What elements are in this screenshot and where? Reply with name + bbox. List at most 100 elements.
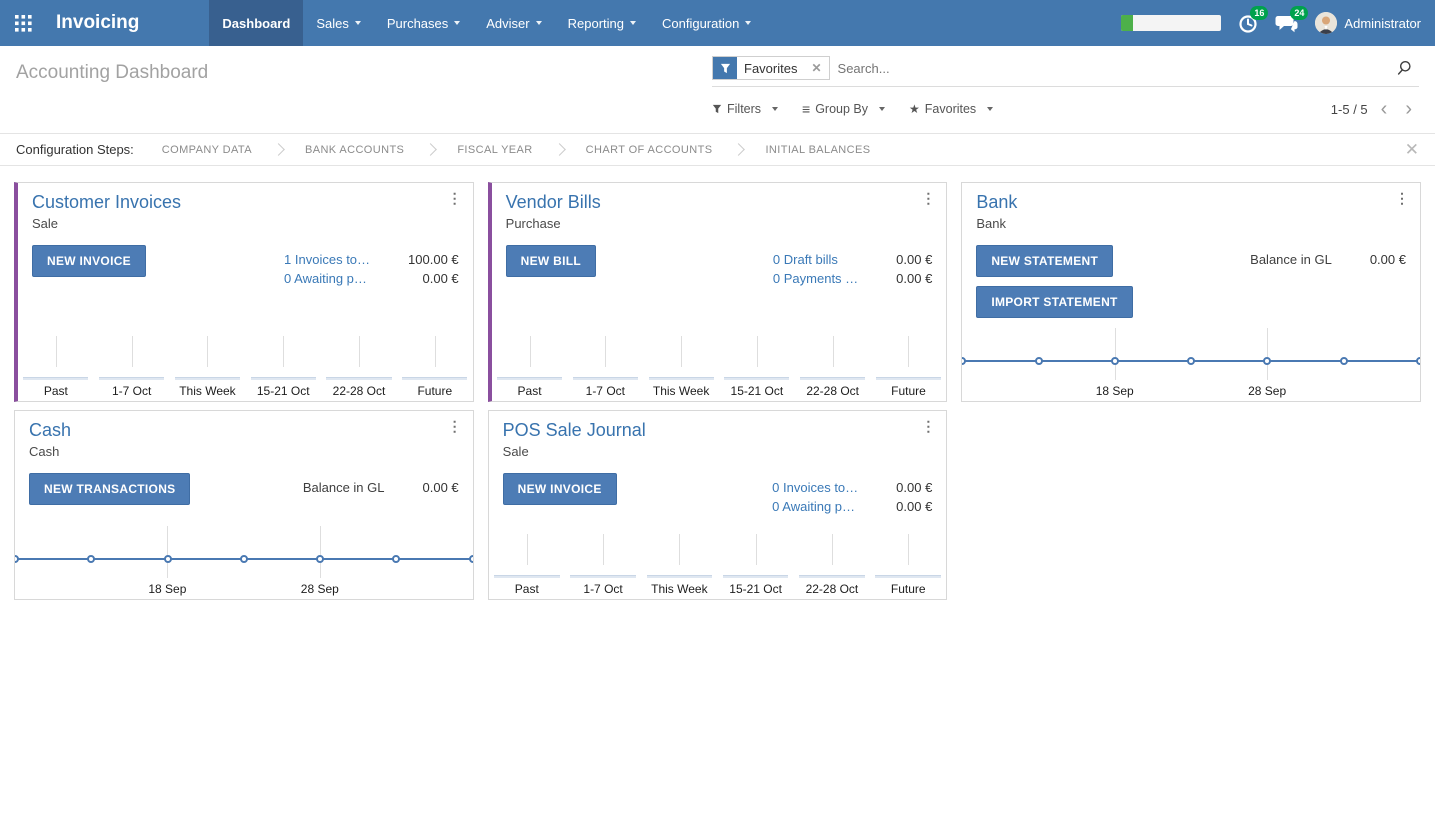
stat-value: 0.00 € [896,252,933,267]
card-title[interactable]: POS Sale Journal [502,420,646,440]
dashboard-card-bank: ⋮ Bank Bank NEW STATEMENT IMPORT STATEMENT Ba… [961,182,1421,402]
grid-tick [603,534,605,565]
data-point-marker [87,555,96,563]
chevron-down-icon [354,21,361,25]
data-point-marker [392,555,401,563]
card-stats: 1 Invoices to… 0 Awaiting p… 100.00 € 0.00 … [284,245,459,288]
grid-tick [207,336,209,367]
new-invoice-button[interactable]: NEW INVOICE [32,245,146,277]
user-menu[interactable]: Administrator [1315,12,1421,34]
configuration-steps-bar: Configuration Steps: COMPANY DATA BANK AC… [0,133,1435,166]
card-title[interactable]: Customer Invoices [32,192,182,212]
axis-tick-label: 18 Sep [148,582,187,596]
app-brand[interactable]: Invoicing [56,12,140,33]
bar-column: Past [492,333,568,401]
pager-previous-icon[interactable]: ‹ [1380,98,1388,120]
search-icon[interactable] [1397,60,1413,76]
bar [326,377,392,380]
grid-tick [359,336,361,367]
menu-item-sales[interactable]: Sales [303,0,374,46]
gridline [319,526,321,578]
bar-column: 22-28 Oct [794,531,870,599]
card-actions: NEW STATEMENT IMPORT STATEMENT Balance in … [962,243,1420,318]
config-step-chart-of-accounts[interactable]: CHART OF ACCOUNTS [585,143,713,156]
gridline [1267,328,1269,380]
new-transactions-button[interactable]: NEW TRANSACTIONS [29,473,191,505]
config-step-fiscal-year[interactable]: FISCAL YEAR [457,143,533,156]
chevron-down-icon [745,21,752,25]
search-bar[interactable]: Favorites ✕ [712,46,1419,87]
search-facet[interactable]: Favorites ✕ [712,56,830,80]
new-statement-button[interactable]: NEW STATEMENT [976,245,1114,277]
stat-link[interactable]: 0 Invoices to… [772,480,859,495]
menu-item-reporting[interactable]: Reporting [555,0,649,46]
new-bill-button[interactable]: NEW BILL [505,245,597,277]
card-title[interactable]: Bank [976,192,1018,212]
data-point-marker [468,555,473,563]
config-step-company-data[interactable]: COMPANY DATA [161,143,252,156]
stat-link[interactable]: 0 Draft bills [772,252,838,267]
group-by-dropdown[interactable]: ≡ Group By [802,101,886,117]
group-by-icon: ≡ [802,101,811,117]
bar [648,377,714,380]
new-invoice-button[interactable]: NEW INVOICE [502,473,617,505]
stat-link[interactable]: 0 Payments … [772,271,859,286]
kebab-menu-icon[interactable]: ⋮ [921,418,936,434]
menu-item-adviser[interactable]: Adviser [473,0,554,46]
pager-next-icon[interactable]: › [1405,98,1412,120]
stat-label: Balance in GL [1250,252,1332,267]
card-subtitle: Sale [502,444,529,459]
stat-link[interactable]: 0 Awaiting p… [772,499,856,514]
axis-tick-label: Future [891,384,926,398]
import-statement-button[interactable]: IMPORT STATEMENT [976,286,1133,318]
kebab-menu-icon[interactable]: ⋮ [921,190,936,206]
axis-tick-label: 15-21 Oct [730,384,784,398]
card-bar-chart: Past 1-7 Oct This Week 15-21 Oct 22-28 Oct Fu… [18,333,473,401]
messages-button[interactable]: 24 [1275,6,1309,34]
stat-link[interactable]: 1 Invoices to… [284,252,371,267]
grid-tick [832,336,834,367]
card-stats: Balance in GL 0.00 € [303,473,459,497]
card-header: POS Sale Journal Sale [489,411,947,471]
card-title[interactable]: Vendor Bills [505,192,601,212]
filters-label: Filters [727,102,762,116]
filters-dropdown[interactable]: Filters [712,102,779,116]
activities-button[interactable]: 16 [1237,6,1269,34]
bar [800,377,866,380]
search-input[interactable] [829,57,1397,79]
config-step-initial-balances[interactable]: INITIAL BALANCES [765,143,871,156]
bar-column: Future [871,333,947,401]
bar-column: 15-21 Oct [718,531,794,599]
stat-value: 0.00 € [896,480,933,495]
card-title[interactable]: Cash [29,420,72,440]
bar-column: 1-7 Oct [565,531,641,599]
bar-column: Future [870,531,946,599]
card-subtitle: Sale [32,216,59,231]
chevron-down-icon [535,21,542,25]
kebab-menu-icon[interactable]: ⋮ [447,418,462,434]
facet-remove-icon[interactable]: ✕ [811,61,822,75]
stat-values: 100.00 € 0.00 € [408,250,459,288]
kebab-menu-icon[interactable]: ⋮ [447,190,462,206]
favorites-dropdown[interactable]: ★ Favorites [909,102,994,116]
menu-item-label: Reporting [567,15,624,31]
data-point-marker [163,555,172,563]
menu-item-configuration[interactable]: Configuration [649,0,764,46]
card-line-chart: 18 Sep 28 Sep [962,325,1420,401]
pager-value: 1-5 / 5 [1330,101,1368,117]
bar-column: 22-28 Oct [321,333,397,401]
grid-tick [283,336,285,367]
kebab-menu-icon[interactable]: ⋮ [1394,190,1409,206]
stat-link[interactable]: 0 Awaiting p… [284,271,367,286]
config-step-bank-accounts[interactable]: BANK ACCOUNTS [304,143,405,156]
data-point-marker [15,555,19,563]
close-icon[interactable]: ✕ [1404,140,1419,159]
grid-tick [55,336,57,367]
card-header: Bank Bank [962,183,1420,243]
search-options-row: Filters ≡ Group By ★ Favorites 1-5 / 5 ‹… [712,87,1419,133]
menu-item-dashboard[interactable]: Dashboard [209,0,304,46]
apps-menu-icon[interactable] [0,0,46,46]
menu-item-purchases[interactable]: Purchases [374,0,473,46]
bar-column: This Week [643,333,719,401]
axis-tick-label: 22-28 Oct [806,384,860,398]
